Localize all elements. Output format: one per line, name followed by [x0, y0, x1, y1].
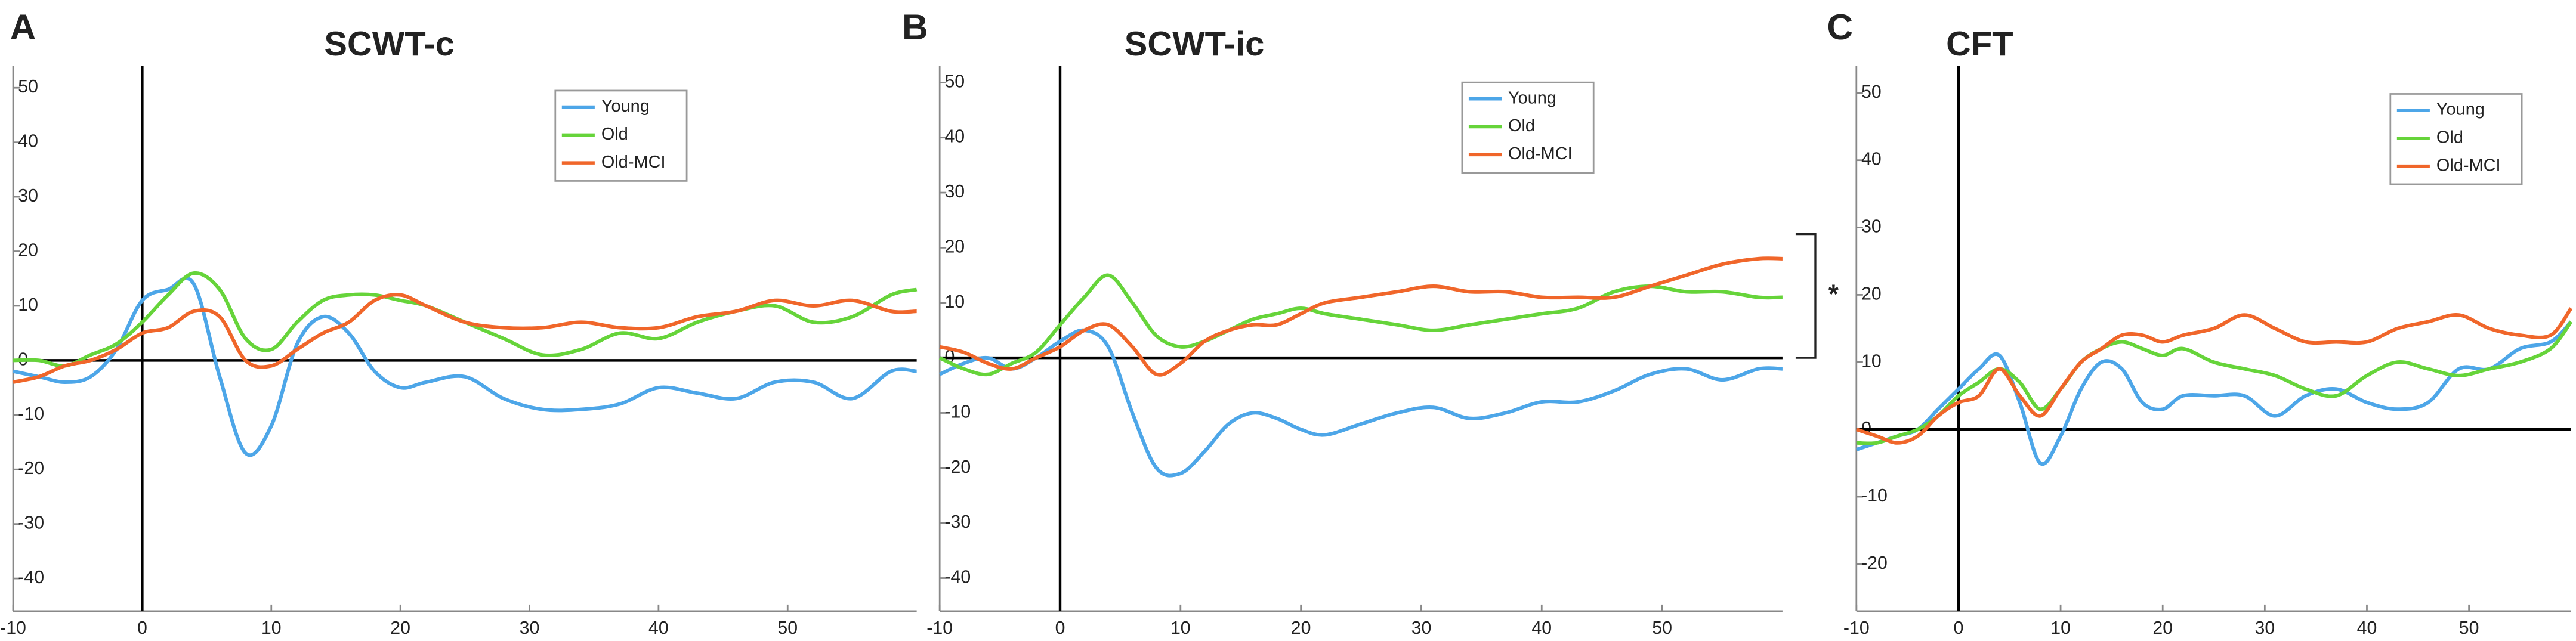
y-tick-label: -20: [944, 457, 971, 477]
y-tick-label: 10: [1861, 351, 1882, 371]
x-tick-label: 0: [1055, 618, 1065, 638]
x-tick-label: 10: [261, 618, 282, 638]
chart-panel: CCFT-20-1001020304050-1001020304050Young…: [1827, 7, 2573, 638]
series-line: [938, 328, 1783, 478]
series-line: [938, 273, 1783, 377]
x-tick-label: 20: [390, 618, 410, 638]
chart-title: CFT: [1946, 25, 2013, 63]
x-tick-label: 30: [2255, 618, 2275, 638]
y-tick-label: 50: [18, 77, 38, 97]
panel-letter: A: [10, 7, 36, 47]
series-line: [13, 293, 917, 384]
y-tick-label: 40: [944, 127, 965, 147]
x-tick-label: 40: [1531, 618, 1552, 638]
y-tick-label: -40: [18, 568, 44, 587]
x-tick-label: 50: [777, 618, 798, 638]
x-tick-label: 0: [1954, 618, 1964, 638]
y-tick-label: -10: [18, 404, 44, 424]
y-tick-label: -40: [944, 568, 971, 587]
y-tick-label: 50: [944, 72, 965, 91]
y-tick-label: 20: [1861, 284, 1882, 304]
y-tick-label: 30: [1861, 217, 1882, 237]
legend: Young Old Old-MCI: [1461, 81, 1595, 174]
series-line: [1855, 307, 2573, 445]
panel-letter: C: [1827, 7, 1853, 47]
legend-label: Young: [1508, 88, 1556, 107]
x-tick-label: 20: [2152, 618, 2173, 638]
annotation: *: [1828, 280, 1839, 309]
x-tick-label: 20: [1291, 618, 1311, 638]
y-tick-label: 40: [18, 132, 38, 151]
y-tick-label: 20: [944, 237, 965, 256]
series-line: [939, 256, 1783, 377]
legend-label: Old-MCI: [2436, 156, 2501, 175]
y-tick-label: 50: [1861, 82, 1882, 102]
chart-title: SCWT-c: [324, 25, 454, 63]
x-tick-label: -10: [926, 618, 953, 638]
series-line: [1856, 320, 2573, 445]
legend-label: Old: [2436, 128, 2463, 147]
x-tick-label: 30: [520, 618, 540, 638]
x-tick-label: 50: [2459, 618, 2479, 638]
bracket: [1795, 233, 1817, 359]
chart-panel: ASCWT-c-40-30-20-1001020304050-100102030…: [0, 7, 918, 638]
series-line: [13, 271, 918, 368]
y-tick-label: -20: [1861, 553, 1888, 573]
series-line: [13, 276, 917, 457]
legend-label: Old-MCI: [1508, 144, 1573, 163]
series-line: [1855, 320, 2572, 466]
y-tick-label: 30: [944, 182, 965, 202]
y-tick-label: 10: [18, 295, 38, 315]
x-tick-label: 40: [648, 618, 669, 638]
x-tick-label: 40: [2357, 618, 2377, 638]
y-tick-label: 20: [18, 241, 38, 261]
panel-letter: B: [902, 7, 928, 47]
x-tick-label: -10: [0, 618, 26, 638]
x-tick-label: 10: [1170, 618, 1191, 638]
x-tick-label: 30: [1411, 618, 1432, 638]
legend: Young Old Old-MCI: [554, 89, 688, 182]
x-tick-label: 50: [1652, 618, 1672, 638]
x-tick-label: -10: [1843, 618, 1870, 638]
chart-panel: BSCWT-ic-40-30-20-1001020304050-10010203…: [902, 7, 1839, 638]
y-tick-label: 40: [1861, 150, 1882, 169]
legend-label: Old: [601, 125, 628, 144]
y-tick-label: -10: [944, 402, 971, 422]
legend-label: Young: [601, 97, 650, 116]
chart-title: SCWT-ic: [1125, 25, 1265, 63]
y-tick-label: 30: [18, 186, 38, 206]
x-tick-label: 0: [137, 618, 147, 638]
y-tick-label: -20: [18, 459, 44, 478]
legend-label: Young: [2436, 100, 2485, 119]
y-tick-label: -10: [1861, 486, 1888, 506]
legend-label: Old-MCI: [601, 153, 666, 172]
y-tick-label: -30: [944, 512, 971, 532]
y-tick-label: 10: [944, 292, 965, 312]
legend: Young Old Old-MCI: [2389, 93, 2523, 185]
y-tick-label: -30: [18, 513, 44, 533]
x-tick-label: 10: [2050, 618, 2071, 638]
legend-label: Old: [1508, 116, 1535, 135]
